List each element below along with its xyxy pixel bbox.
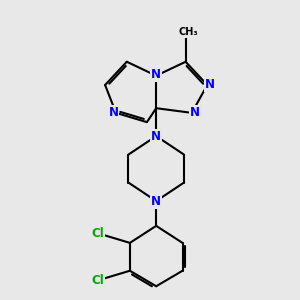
Text: N: N: [151, 68, 161, 81]
Text: N: N: [109, 106, 118, 119]
Text: CH₃: CH₃: [179, 27, 199, 37]
Text: Cl: Cl: [91, 274, 104, 286]
Text: Cl: Cl: [91, 227, 104, 240]
Text: N: N: [151, 130, 161, 142]
Text: N: N: [205, 79, 215, 92]
Text: N: N: [151, 195, 161, 208]
Text: N: N: [190, 106, 200, 119]
